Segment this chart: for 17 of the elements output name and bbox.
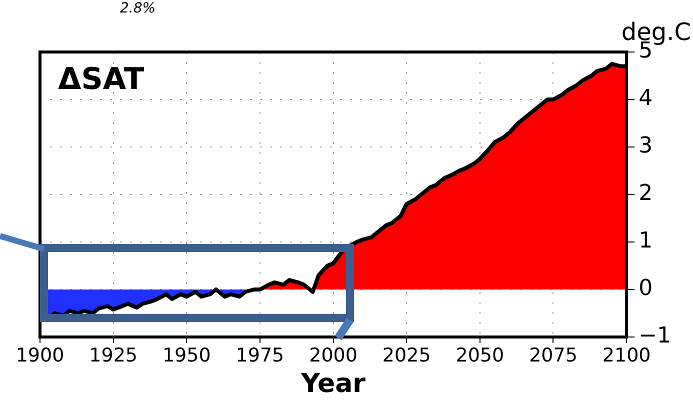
- x-tick-label: 1900: [16, 344, 64, 366]
- x-tick-label: 1975: [236, 344, 284, 366]
- x-tick-label: 2000: [309, 344, 358, 366]
- y-tick-label: 0: [638, 276, 653, 302]
- x-tick-label: 2075: [529, 344, 578, 366]
- x-tick-label: 1925: [89, 344, 138, 366]
- y-tick-label: 3: [638, 134, 653, 159]
- x-tick-label: 2100: [602, 344, 651, 366]
- y-tick-label: 1: [638, 228, 653, 254]
- y-tick-label: 2: [638, 181, 653, 206]
- chart-title: ΔSAT: [58, 62, 145, 97]
- text: 2.8%: [120, 0, 156, 17]
- x-tick-label: 2025: [382, 344, 431, 366]
- x-tick-label: 2050: [456, 344, 504, 366]
- x-axis-title: Year: [300, 369, 366, 400]
- y-tick-label: 4: [638, 86, 653, 112]
- x-tick-label: 1950: [162, 344, 211, 366]
